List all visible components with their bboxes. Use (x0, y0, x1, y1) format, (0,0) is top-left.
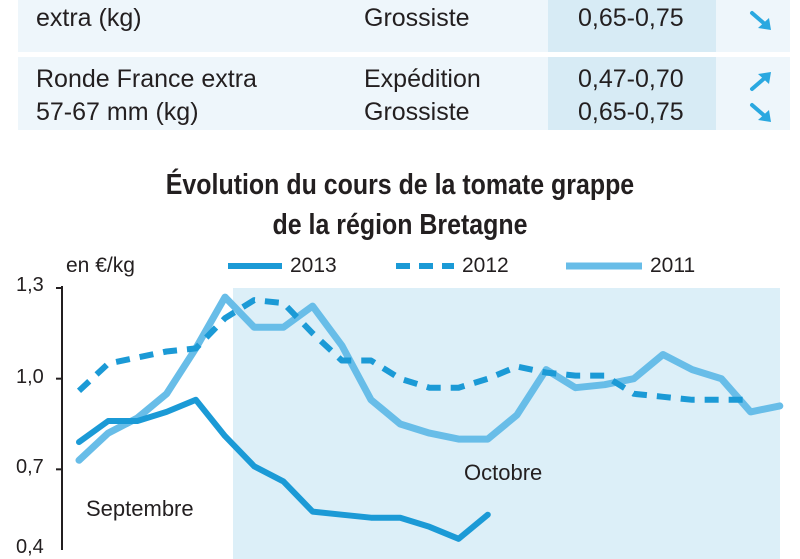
y-tick-label: 0,4 (16, 536, 44, 558)
row1-product-line1: extra (kg) (36, 4, 142, 32)
chart-title-line2: de la région Bretagne (272, 209, 528, 241)
legend-label-2012: 2012 (462, 254, 509, 277)
legend-label-2011: 2011 (650, 254, 696, 277)
row1-price1: 0,65-0,75 (578, 4, 684, 32)
price-column-background (548, 0, 716, 130)
row2-stage1: Expédition (364, 65, 481, 93)
y-tick-label: 0,7 (16, 456, 44, 478)
trend-up-icon (750, 72, 771, 91)
legend-label-2013: 2013 (290, 254, 337, 277)
row-divider (18, 52, 790, 57)
series-line-2013 (76, 396, 491, 542)
y-tick-label: 1,0 (16, 366, 44, 388)
row2-price1: 0,47-0,70 (578, 65, 684, 93)
month-label-october: Octobre (464, 460, 543, 485)
chart-title-line1: Évolution du cours de la tomate grappe (165, 169, 635, 201)
trend-down-icon (750, 11, 771, 30)
series-line-2012 (76, 297, 751, 403)
row1-stage1: Grossiste (364, 4, 470, 32)
month-label-september: Septembre (86, 496, 194, 521)
y-tick-label: 1,3 (16, 274, 44, 296)
price-table: extra (kg) Grossiste 0,65-0,75 Ronde Fra… (0, 0, 800, 135)
row2-product-line2: 57-67 mm (kg) (36, 98, 199, 126)
row2-stage2: Grossiste (364, 98, 470, 126)
row2-product-line1: Ronde France extra (36, 65, 257, 93)
trend-down-icon (750, 103, 771, 122)
row2-price2: 0,65-0,75 (578, 98, 684, 126)
y-axis-unit-label: en €/kg (66, 254, 135, 277)
